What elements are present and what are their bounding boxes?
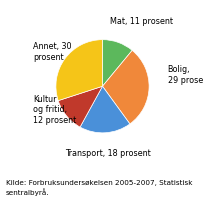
Text: Transport, 18 prosent: Transport, 18 prosent: [64, 149, 150, 158]
Text: Kilde: Forbruksundersøkelsen 2005-2007, Statistisk
sentralbyrå.: Kilde: Forbruksundersøkelsen 2005-2007, …: [6, 180, 192, 196]
Wedge shape: [58, 86, 102, 127]
Text: Bolig,
29 prosent: Bolig, 29 prosent: [167, 65, 204, 85]
Text: Mat, 11 prosent: Mat, 11 prosent: [109, 16, 172, 26]
Wedge shape: [80, 86, 129, 133]
Text: Annet, 30
prosent: Annet, 30 prosent: [33, 42, 71, 62]
Text: Kultur
og fritid,
12 prosent: Kultur og fritid, 12 prosent: [33, 95, 76, 125]
Wedge shape: [102, 50, 148, 124]
Wedge shape: [102, 40, 132, 86]
Wedge shape: [56, 40, 102, 101]
